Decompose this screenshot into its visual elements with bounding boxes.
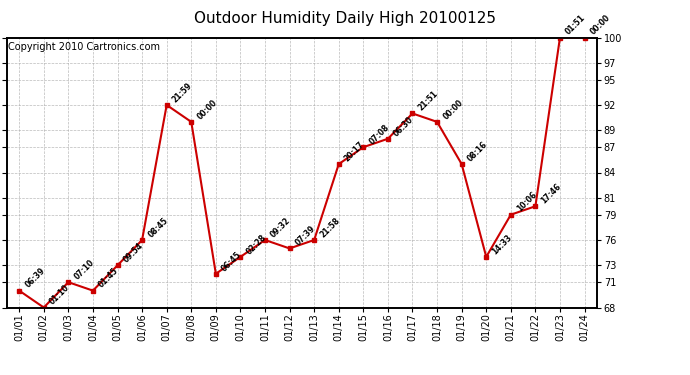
Text: 01:45: 01:45 xyxy=(97,267,121,290)
Text: 09:32: 09:32 xyxy=(269,216,293,239)
Text: 09:54: 09:54 xyxy=(121,241,145,264)
Text: 00:00: 00:00 xyxy=(589,13,612,37)
Text: 07:08: 07:08 xyxy=(368,123,391,146)
Text: 06:30: 06:30 xyxy=(392,114,415,138)
Text: 07:10: 07:10 xyxy=(72,258,96,281)
Text: 21:58: 21:58 xyxy=(318,216,342,239)
Text: 21:59: 21:59 xyxy=(171,81,194,104)
Text: 01:10: 01:10 xyxy=(48,283,71,307)
Text: 00:00: 00:00 xyxy=(195,98,219,121)
Text: 06:39: 06:39 xyxy=(23,266,47,290)
Text: 01:51: 01:51 xyxy=(564,13,587,37)
Text: 06:45: 06:45 xyxy=(220,250,244,273)
Text: 02:28: 02:28 xyxy=(244,232,268,256)
Text: 08:16: 08:16 xyxy=(466,140,489,163)
Text: 21:51: 21:51 xyxy=(417,89,440,112)
Text: 00:00: 00:00 xyxy=(441,98,464,121)
Text: 17:46: 17:46 xyxy=(540,182,563,206)
Text: 10:06: 10:06 xyxy=(515,190,538,214)
Text: 20:17: 20:17 xyxy=(343,140,366,163)
Text: 14:33: 14:33 xyxy=(491,232,514,256)
Text: Outdoor Humidity Daily High 20100125: Outdoor Humidity Daily High 20100125 xyxy=(194,11,496,26)
Text: 08:45: 08:45 xyxy=(146,216,170,239)
Text: 07:39: 07:39 xyxy=(294,224,317,248)
Text: Copyright 2010 Cartronics.com: Copyright 2010 Cartronics.com xyxy=(8,42,160,51)
